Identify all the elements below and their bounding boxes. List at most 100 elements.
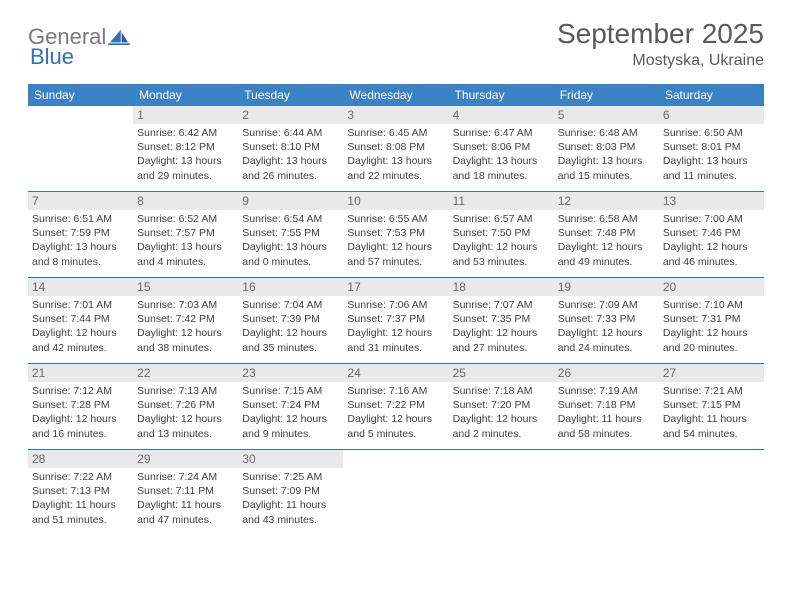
day-number: 2 [238, 106, 343, 124]
calendar-cell [28, 106, 133, 192]
calendar-cell: 20 Sunrise: 7:10 AMSunset: 7:31 PMDayligh… [659, 278, 764, 364]
day-number: 5 [554, 106, 659, 124]
day-info: Sunrise: 7:24 AMSunset: 7:11 PMDaylight:… [137, 470, 234, 527]
day-number: 22 [133, 364, 238, 382]
day-number: 16 [238, 278, 343, 296]
day-info: Sunrise: 7:15 AMSunset: 7:24 PMDaylight:… [242, 384, 339, 441]
day-info: Sunrise: 7:12 AMSunset: 7:28 PMDaylight:… [32, 384, 129, 441]
day-info: Sunrise: 6:44 AMSunset: 8:10 PMDaylight:… [242, 126, 339, 183]
calendar-cell [449, 450, 554, 536]
day-info: Sunrise: 6:50 AMSunset: 8:01 PMDaylight:… [663, 126, 760, 183]
header: General September 2025 Mostyska, Ukraine [28, 18, 764, 70]
calendar-cell: 5 Sunrise: 6:48 AMSunset: 8:03 PMDaylight… [554, 106, 659, 192]
day-info: Sunrise: 7:10 AMSunset: 7:31 PMDaylight:… [663, 298, 760, 355]
title-block: September 2025 Mostyska, Ukraine [557, 18, 764, 70]
day-number: 28 [28, 450, 133, 468]
day-info: Sunrise: 6:58 AMSunset: 7:48 PMDaylight:… [558, 212, 655, 269]
day-number: 3 [343, 106, 448, 124]
day-number: 26 [554, 364, 659, 382]
day-info: Sunrise: 6:45 AMSunset: 8:08 PMDaylight:… [347, 126, 444, 183]
calendar-cell: 12 Sunrise: 6:58 AMSunset: 7:48 PMDayligh… [554, 192, 659, 278]
calendar-cell: 10 Sunrise: 6:55 AMSunset: 7:53 PMDayligh… [343, 192, 448, 278]
calendar-week-row: 7 Sunrise: 6:51 AMSunset: 7:59 PMDaylight… [28, 192, 764, 278]
day-number: 10 [343, 192, 448, 210]
day-info: Sunrise: 7:19 AMSunset: 7:18 PMDaylight:… [558, 384, 655, 441]
day-info: Sunrise: 6:42 AMSunset: 8:12 PMDaylight:… [137, 126, 234, 183]
day-number: 27 [659, 364, 764, 382]
day-info: Sunrise: 6:55 AMSunset: 7:53 PMDaylight:… [347, 212, 444, 269]
day-info: Sunrise: 6:51 AMSunset: 7:59 PMDaylight:… [32, 212, 129, 269]
calendar-cell [659, 450, 764, 536]
day-header: Tuesday [238, 84, 343, 106]
day-info: Sunrise: 6:47 AMSunset: 8:06 PMDaylight:… [453, 126, 550, 183]
day-info: Sunrise: 6:52 AMSunset: 7:57 PMDaylight:… [137, 212, 234, 269]
day-info: Sunrise: 7:13 AMSunset: 7:26 PMDaylight:… [137, 384, 234, 441]
calendar-cell: 2 Sunrise: 6:44 AMSunset: 8:10 PMDaylight… [238, 106, 343, 192]
calendar-body: 1 Sunrise: 6:42 AMSunset: 8:12 PMDaylight… [28, 106, 764, 536]
day-number: 25 [449, 364, 554, 382]
day-header: Monday [133, 84, 238, 106]
page-title: September 2025 [557, 18, 764, 50]
logo-sail-icon [108, 28, 130, 46]
calendar-cell: 9 Sunrise: 6:54 AMSunset: 7:55 PMDaylight… [238, 192, 343, 278]
day-number: 23 [238, 364, 343, 382]
calendar-cell: 13Sunrise: 7:00 AMSunset: 7:46 PMDayligh… [659, 192, 764, 278]
calendar-cell: 17 Sunrise: 7:06 AMSunset: 7:37 PMDayligh… [343, 278, 448, 364]
day-info: Sunrise: 6:57 AMSunset: 7:50 PMDaylight:… [453, 212, 550, 269]
day-number: 13 [659, 192, 764, 210]
day-info: Sunrise: 7:06 AMSunset: 7:37 PMDaylight:… [347, 298, 444, 355]
day-number: 12 [554, 192, 659, 210]
day-info: Sunrise: 7:04 AMSunset: 7:39 PMDaylight:… [242, 298, 339, 355]
day-number: 6 [659, 106, 764, 124]
day-number: 20 [659, 278, 764, 296]
day-header: Saturday [659, 84, 764, 106]
calendar-week-row: 21 Sunrise: 7:12 AMSunset: 7:28 PMDayligh… [28, 364, 764, 450]
calendar-cell: 16 Sunrise: 7:04 AMSunset: 7:39 PMDayligh… [238, 278, 343, 364]
calendar-cell: 23 Sunrise: 7:15 AMSunset: 7:24 PMDayligh… [238, 364, 343, 450]
calendar-cell: 4 Sunrise: 6:47 AMSunset: 8:06 PMDaylight… [449, 106, 554, 192]
day-number: 4 [449, 106, 554, 124]
calendar-cell: 15 Sunrise: 7:03 AMSunset: 7:42 PMDayligh… [133, 278, 238, 364]
day-info: Sunrise: 7:22 AMSunset: 7:13 PMDaylight:… [32, 470, 129, 527]
day-info: Sunrise: 7:07 AMSunset: 7:35 PMDaylight:… [453, 298, 550, 355]
day-info: Sunrise: 7:03 AMSunset: 7:42 PMDaylight:… [137, 298, 234, 355]
day-number: 18 [449, 278, 554, 296]
calendar-cell: 21 Sunrise: 7:12 AMSunset: 7:28 PMDayligh… [28, 364, 133, 450]
day-number: 30 [238, 450, 343, 468]
day-number: 29 [133, 450, 238, 468]
calendar-cell [554, 450, 659, 536]
calendar-cell: 26 Sunrise: 7:19 AMSunset: 7:18 PMDayligh… [554, 364, 659, 450]
day-number: 21 [28, 364, 133, 382]
day-number: 9 [238, 192, 343, 210]
day-info: Sunrise: 7:18 AMSunset: 7:20 PMDaylight:… [453, 384, 550, 441]
calendar-cell: 8 Sunrise: 6:52 AMSunset: 7:57 PMDaylight… [133, 192, 238, 278]
day-number: 7 [28, 192, 133, 210]
day-number: 1 [133, 106, 238, 124]
day-info: Sunrise: 6:48 AMSunset: 8:03 PMDaylight:… [558, 126, 655, 183]
day-info: Sunrise: 7:21 AMSunset: 7:15 PMDaylight:… [663, 384, 760, 441]
calendar-cell: 29 Sunrise: 7:24 AMSunset: 7:11 PMDayligh… [133, 450, 238, 536]
logo-word2: Blue [30, 44, 74, 70]
day-number: 17 [343, 278, 448, 296]
day-header: Wednesday [343, 84, 448, 106]
calendar-cell: 30 Sunrise: 7:25 AMSunset: 7:09 PMDayligh… [238, 450, 343, 536]
day-info: Sunrise: 6:54 AMSunset: 7:55 PMDaylight:… [242, 212, 339, 269]
calendar-cell: 19Sunrise: 7:09 AMSunset: 7:33 PMDayligh… [554, 278, 659, 364]
day-number: 19 [554, 278, 659, 296]
day-info: Sunrise: 7:16 AMSunset: 7:22 PMDaylight:… [347, 384, 444, 441]
calendar-cell: 1 Sunrise: 6:42 AMSunset: 8:12 PMDaylight… [133, 106, 238, 192]
day-header: Sunday [28, 84, 133, 106]
calendar-cell: 22 Sunrise: 7:13 AMSunset: 7:26 PMDayligh… [133, 364, 238, 450]
calendar-cell: 18 Sunrise: 7:07 AMSunset: 7:35 PMDayligh… [449, 278, 554, 364]
day-number: 8 [133, 192, 238, 210]
calendar-week-row: 28 Sunrise: 7:22 AMSunset: 7:13 PMDayligh… [28, 450, 764, 536]
location-text: Mostyska, Ukraine [557, 52, 764, 70]
calendar-cell: 27 Sunrise: 7:21 AMSunset: 7:15 PMDayligh… [659, 364, 764, 450]
day-info: Sunrise: 7:01 AMSunset: 7:44 PMDaylight:… [32, 298, 129, 355]
day-number: 15 [133, 278, 238, 296]
calendar-week-row: 14Sunrise: 7:01 AMSunset: 7:44 PMDayligh… [28, 278, 764, 364]
calendar-header-row: SundayMondayTuesdayWednesdayThursdayFrid… [28, 84, 764, 106]
calendar-cell: 24Sunrise: 7:16 AMSunset: 7:22 PMDayligh… [343, 364, 448, 450]
calendar-cell [343, 450, 448, 536]
day-info: Sunrise: 7:25 AMSunset: 7:09 PMDaylight:… [242, 470, 339, 527]
